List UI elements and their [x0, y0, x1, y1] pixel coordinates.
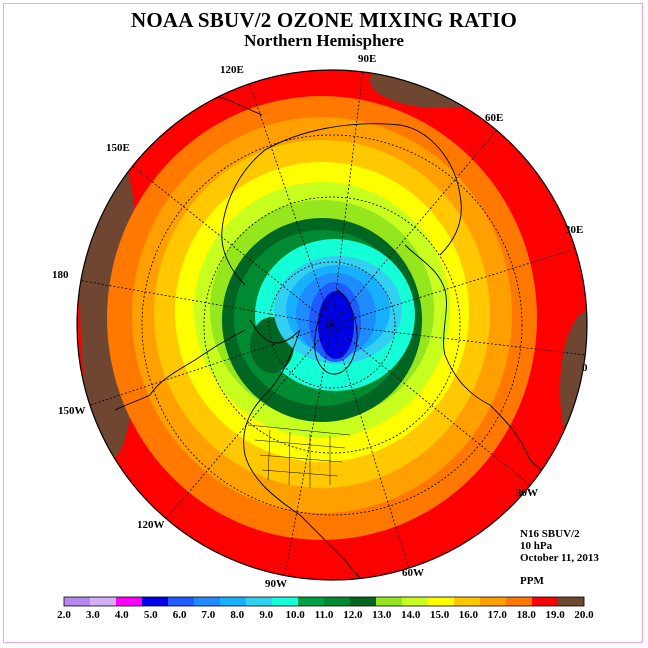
colorbar-swatches [63, 596, 585, 607]
colorbar-tick-label: 20.0 [574, 609, 594, 621]
colorbar-tick-label: 17.0 [488, 609, 508, 621]
map-subtitle: Northern Hemisphere [244, 31, 404, 50]
info-level: 10 hPa [520, 540, 553, 552]
lon-label-30w: 30W [516, 487, 538, 499]
colorbar-tick-label: 10.0 [285, 609, 305, 621]
info-date: October 11, 2013 [520, 552, 599, 564]
siberia-coast [221, 149, 266, 286]
colorbar-swatch [324, 597, 351, 606]
north-america-east-coast [243, 329, 366, 580]
meridian-labels: 90E 60E 30E 0 30W 60W 90W 120W 150W 180 … [52, 53, 588, 590]
colorbar-swatch [194, 597, 221, 606]
lon-label-120w: 120W [137, 519, 165, 531]
colorbar-swatch [402, 597, 429, 606]
meridian-60e [331, 129, 498, 326]
meridian-180 [77, 279, 333, 326]
political-boundaries [247, 424, 351, 488]
colorbar-tick-label: 9.0 [259, 609, 273, 621]
lon-label-150w: 150W [58, 405, 86, 417]
info-instrument: N16 SBUV/2 [520, 528, 580, 540]
map-title: NOAA SBUV/2 OZONE MIXING RATIO [131, 8, 517, 32]
colorbar-tick-label: 3.0 [86, 609, 100, 621]
colorbar-tick-label: 4.0 [115, 609, 129, 621]
colorbar-swatch [220, 597, 247, 606]
meridian-90w [283, 324, 333, 580]
lon-label-60w: 60W [402, 567, 424, 579]
colorbar-swatch [480, 597, 507, 606]
colorbar-swatch [454, 597, 481, 606]
colorbar-tick-label: 15.0 [430, 609, 450, 621]
meridian-90e [331, 70, 364, 326]
colorbar-tick-label: 18.0 [517, 609, 537, 621]
lon-label-120e: 120E [220, 64, 244, 76]
meridian-0 [331, 324, 587, 356]
colorbar-tick-label: 8.0 [230, 609, 244, 621]
colorbar-outline [63, 596, 585, 607]
colorbar-tick-label: 2.0 [57, 609, 71, 621]
band-4-5 [318, 291, 354, 359]
colorbar-tick-label: 12.0 [343, 609, 363, 621]
europe-coast [404, 244, 491, 406]
figure-frame [3, 3, 643, 643]
canadian-arctic [249, 319, 301, 344]
colorbar-swatch [532, 597, 559, 606]
colorbar-swatch [64, 597, 91, 606]
lon-label-90e: 90E [358, 53, 376, 65]
colorbar-swatch [376, 597, 403, 606]
lon-label-180: 180 [52, 269, 69, 281]
meridian-150w [89, 324, 333, 406]
parallel-30n [141, 134, 523, 516]
meridian-150e [124, 159, 333, 326]
colorbar-swatch [350, 597, 377, 606]
colorbar: 2.0 3.0 4.0 5.0 6.0 7.0 8.0 9.0 10.0 11.0 12.0 13.0… [57, 596, 594, 621]
lon-label-0: 0 [582, 362, 588, 374]
colorbar-tick-label: 7.0 [202, 609, 216, 621]
colorbar-tick-label: 13.0 [372, 609, 392, 621]
coastlines [114, 92, 576, 580]
colorbar-tick-label: 5.0 [144, 609, 158, 621]
us-state-lines-vertical [267, 429, 331, 488]
colorbar-swatch [116, 597, 143, 606]
graticule [77, 70, 587, 580]
parallel-70n [268, 261, 396, 389]
lon-label-150e: 150E [106, 142, 130, 154]
band-19-20-east [560, 310, 587, 470]
colorbar-swatch [272, 597, 299, 606]
colorbar-ticks: 2.0 3.0 4.0 5.0 6.0 7.0 8.0 9.0 10.0 11.0 12.0 13.0… [57, 609, 594, 621]
colorbar-swatch [246, 597, 273, 606]
greenland [314, 289, 358, 375]
meridian-30w [331, 324, 531, 486]
colorbar-tick-label: 19.0 [545, 609, 565, 621]
colorbar-swatch [168, 597, 195, 606]
band-19-20-north [370, 70, 510, 108]
colorbar-tick-label: 6.0 [173, 609, 187, 621]
alaska-coast [114, 329, 246, 411]
colorbar-swatch [142, 597, 169, 606]
lon-label-30e: 30E [565, 224, 583, 236]
asia-coast [264, 123, 462, 256]
lon-label-60e: 60E [485, 112, 503, 124]
info-units: PPM [520, 575, 544, 587]
map-boundary [76, 69, 588, 581]
lon-label-90w: 90W [265, 578, 287, 590]
us-canada-border [247, 424, 351, 436]
parallel-50n [203, 196, 461, 454]
colorbar-swatch [298, 597, 325, 606]
colorbar-tick-label: 14.0 [401, 609, 421, 621]
meridian-60w [331, 324, 411, 573]
colorbar-swatch [428, 597, 455, 606]
colorbar-swatch [558, 597, 585, 606]
colorbar-swatch [90, 597, 117, 606]
colorbar-swatch [506, 597, 533, 606]
colorbar-tick-label: 16.0 [459, 609, 479, 621]
meridian-30e [331, 247, 579, 326]
colorbar-tick-label: 11.0 [315, 609, 334, 621]
meridian-120w [164, 324, 333, 521]
